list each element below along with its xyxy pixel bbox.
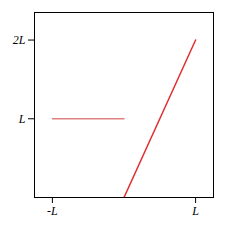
- svg-text:2L: 2L: [13, 33, 26, 47]
- svg-text:L: L: [191, 204, 199, 218]
- svg-text:L: L: [18, 112, 26, 126]
- svg-text:-L: -L: [47, 204, 58, 218]
